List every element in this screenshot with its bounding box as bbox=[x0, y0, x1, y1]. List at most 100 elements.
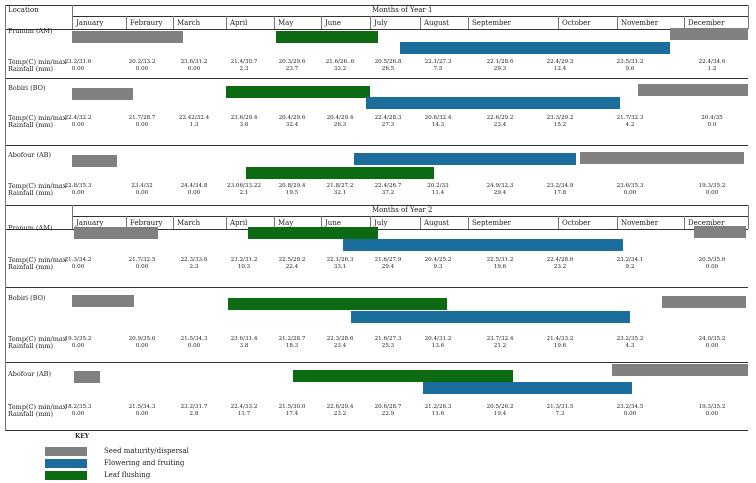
temp-label: Temp(C) min/max bbox=[8, 403, 67, 411]
table-left-border bbox=[5, 5, 6, 430]
temp-value: 21.2/28.7 bbox=[278, 336, 306, 342]
location-divider bbox=[72, 5, 73, 16]
month-label: August bbox=[424, 219, 449, 227]
rainfall-value: 1.2 bbox=[707, 66, 717, 72]
temp-value: 23.6/31.4 bbox=[230, 336, 258, 342]
rainfall-value: 0.00 bbox=[71, 66, 85, 72]
rainfall-value: 25.3 bbox=[381, 343, 395, 349]
temp-value: 23.5/31.2 bbox=[616, 59, 644, 65]
temp-value: 21.6/27.9 bbox=[374, 257, 402, 263]
temp-value: 20.5/26.2 bbox=[486, 404, 514, 410]
legend-label: Flowering and fruiting bbox=[104, 459, 185, 467]
temp-value: 22.5/31.2 bbox=[486, 257, 514, 263]
month-label: April bbox=[230, 19, 248, 27]
temp-value: 23.6/31.2 bbox=[180, 59, 208, 65]
rainfall-value: 0.00 bbox=[135, 66, 149, 72]
month-label: July bbox=[374, 219, 388, 227]
rainfall-value: 11.7 bbox=[237, 411, 251, 417]
rainfall-value: 0.00 bbox=[705, 411, 719, 417]
rainfall-value: 19.6 bbox=[553, 343, 567, 349]
flowering-fruiting-bar bbox=[423, 382, 632, 394]
temp-value: 19.3/35.2 bbox=[698, 404, 726, 410]
seed-maturity-bar bbox=[580, 152, 744, 164]
rainfall-value: 32.1 bbox=[333, 190, 347, 196]
site-name: Abofour (AB) bbox=[8, 370, 51, 378]
temp-value: 20.3/29.6 bbox=[278, 59, 306, 65]
temp-value: 21.3/31.5 bbox=[546, 404, 574, 410]
flowering-fruiting-bar bbox=[343, 239, 623, 251]
month-label: September bbox=[472, 19, 511, 27]
legend-swatch bbox=[45, 447, 87, 456]
month-divider bbox=[126, 16, 127, 29]
temp-value: 20.4/29.6 bbox=[278, 115, 306, 121]
rainfall-value: 0.00 bbox=[623, 411, 637, 417]
rainfall-value: 0.00 bbox=[705, 264, 719, 270]
temp-value: 23.06/33.22 bbox=[227, 183, 261, 189]
temp-value: 21.5/30.0 bbox=[278, 404, 306, 410]
rainfall-value: 7.3 bbox=[555, 411, 565, 417]
rainfall-label: Rainfall (mm) bbox=[8, 263, 54, 271]
rainfall-value: 10.3 bbox=[237, 264, 251, 270]
temp-value: 21.4/30.7 bbox=[230, 59, 258, 65]
rainfall-label: Rainfall (mm) bbox=[8, 65, 54, 73]
month-label: Febraury bbox=[130, 19, 163, 27]
temp-value: 20.9/35.6 bbox=[128, 336, 156, 342]
seed-maturity-bar bbox=[612, 364, 748, 376]
rainfall-value: 11.4 bbox=[431, 190, 445, 196]
temp-value: 22.6/29.4 bbox=[326, 404, 354, 410]
rainfall-value: 0.00 bbox=[187, 343, 201, 349]
temp-label: Temp(C) min/max bbox=[8, 256, 67, 264]
rainfall-value: 33.2 bbox=[333, 66, 347, 72]
month-divider bbox=[274, 216, 275, 229]
month-divider bbox=[617, 16, 618, 29]
month-divider bbox=[321, 16, 322, 29]
rainfall-value: 1.3 bbox=[189, 122, 199, 128]
seed-maturity-bar bbox=[74, 371, 100, 383]
leaf-flushing-bar bbox=[276, 31, 378, 43]
temp-value: 20.5/35.6 bbox=[698, 257, 726, 263]
rainfall-value: 9.2 bbox=[625, 264, 635, 270]
temp-value: 20.4/31.2 bbox=[424, 336, 452, 342]
rainfall-value: 23.4 bbox=[493, 122, 507, 128]
rainfall-value: 29.4 bbox=[493, 190, 507, 196]
temp-value: 20.2/33 bbox=[427, 183, 449, 189]
temp-value: 22.42/32.4 bbox=[178, 115, 210, 121]
rainfall-value: 37.2 bbox=[381, 190, 395, 196]
header-mid-rule bbox=[72, 216, 748, 217]
temp-value: 22.3/33.6 bbox=[180, 257, 208, 263]
temp-value: 23.3/29.2 bbox=[546, 115, 574, 121]
month-divider bbox=[226, 16, 227, 29]
leaf-flushing-bar bbox=[228, 298, 447, 310]
year1-months-header: Months of Year 1 bbox=[372, 6, 433, 14]
rainfall-value: 19.6 bbox=[493, 264, 507, 270]
rainfall-value: 23.2 bbox=[553, 264, 567, 270]
temp-value: 23.7/32.4 bbox=[486, 336, 514, 342]
rainfall-label: Rainfall (mm) bbox=[8, 121, 54, 129]
month-label: October bbox=[562, 219, 591, 227]
rainfall-value: 15.2 bbox=[553, 122, 567, 128]
seed-maturity-bar bbox=[638, 84, 748, 96]
month-divider bbox=[617, 216, 618, 229]
rainfall-value: 29.4 bbox=[381, 264, 395, 270]
month-divider bbox=[274, 16, 275, 29]
month-label: August bbox=[424, 19, 449, 27]
month-divider bbox=[370, 216, 371, 229]
month-label: November bbox=[621, 219, 659, 227]
rainfall-value: 0.0 bbox=[707, 122, 717, 128]
month-label: March bbox=[177, 19, 201, 27]
temp-value: 20.4/35 bbox=[701, 115, 723, 121]
rainfall-value: 23.7 bbox=[285, 66, 299, 72]
temp-value: 22.1/28.6 bbox=[486, 59, 514, 65]
rainfall-label: Rainfall (mm) bbox=[8, 410, 54, 418]
month-divider bbox=[684, 16, 685, 29]
rainfall-value: 22.9 bbox=[381, 411, 395, 417]
temp-value: 21.2/26.3 bbox=[424, 404, 452, 410]
temp-value: 21.6/27.3 bbox=[374, 336, 402, 342]
header-bottom-rule bbox=[5, 29, 748, 30]
temp-value: 23.2/34.5 bbox=[616, 404, 644, 410]
month-divider bbox=[468, 16, 469, 29]
rainfall-value: 0.00 bbox=[187, 66, 201, 72]
rainfall-value: 26.3 bbox=[333, 122, 347, 128]
month-label: Febraury bbox=[130, 219, 163, 227]
